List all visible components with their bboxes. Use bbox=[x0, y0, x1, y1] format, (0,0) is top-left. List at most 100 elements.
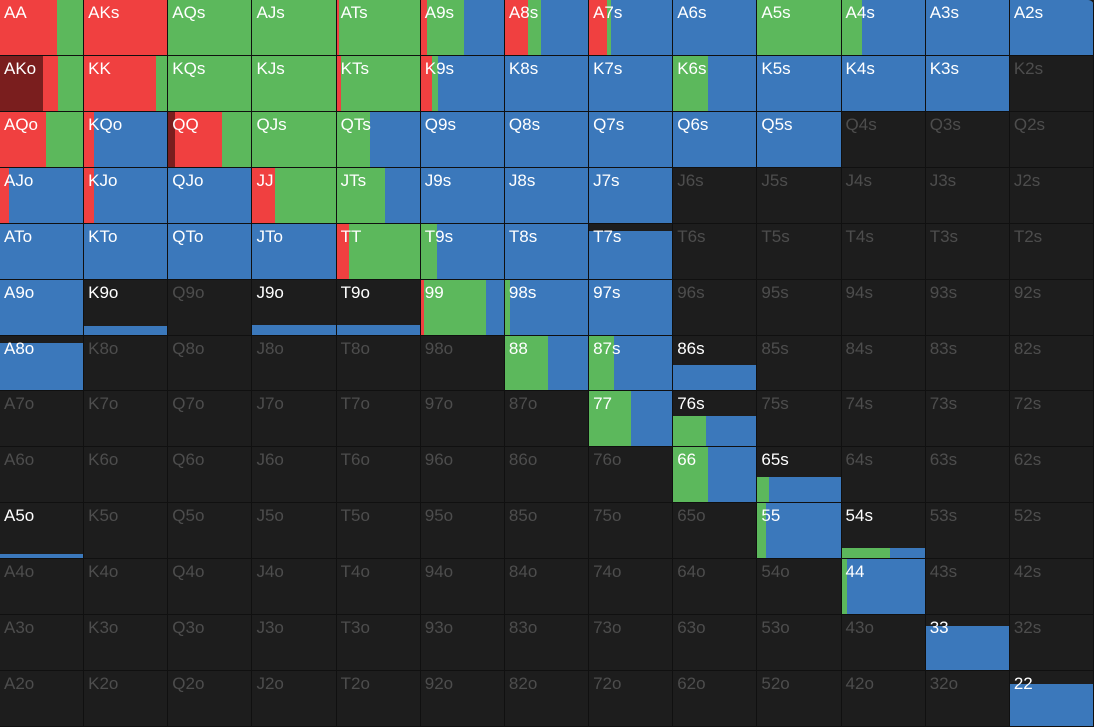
hand-cell-Q7o[interactable]: Q7o bbox=[168, 391, 253, 448]
hand-cell-A6o[interactable]: A6o bbox=[0, 447, 85, 504]
hand-cell-A7o[interactable]: A7o bbox=[0, 391, 85, 448]
hand-cell-Q4o[interactable]: Q4o bbox=[168, 559, 253, 616]
hand-cell-65o[interactable]: 65o bbox=[673, 503, 758, 560]
hand-cell-98o[interactable]: 98o bbox=[420, 335, 505, 392]
hand-cell-63s[interactable]: 63s bbox=[925, 447, 1010, 504]
hand-cell-J3s[interactable]: J3s bbox=[925, 167, 1010, 224]
hand-cell-82s[interactable]: 82s bbox=[1009, 335, 1094, 392]
hand-cell-T7s[interactable]: T7s bbox=[589, 223, 674, 280]
hand-cell-JTs[interactable]: JTs bbox=[336, 167, 421, 224]
hand-cell-A4o[interactable]: A4o bbox=[0, 559, 85, 616]
hand-cell-82o[interactable]: 82o bbox=[504, 671, 590, 727]
hand-cell-AKo[interactable]: AKo bbox=[0, 55, 85, 112]
hand-cell-KJs[interactable]: KJs bbox=[252, 55, 337, 112]
hand-cell-AJs[interactable]: AJs bbox=[252, 0, 337, 56]
hand-cell-A4s[interactable]: A4s bbox=[841, 0, 926, 56]
hand-cell-T3s[interactable]: T3s bbox=[925, 223, 1010, 280]
hand-cell-84s[interactable]: 84s bbox=[841, 335, 926, 392]
hand-cell-KTs[interactable]: KTs bbox=[336, 55, 421, 112]
hand-cell-53s[interactable]: 53s bbox=[925, 503, 1010, 560]
hand-cell-K8s[interactable]: K8s bbox=[504, 55, 590, 112]
hand-cell-42o[interactable]: 42o bbox=[841, 671, 926, 727]
hand-cell-99[interactable]: 99 bbox=[420, 279, 505, 336]
hand-cell-A7s[interactable]: A7s bbox=[589, 0, 674, 56]
hand-cell-J4s[interactable]: J4s bbox=[841, 167, 926, 224]
hand-cell-K6s[interactable]: K6s bbox=[673, 55, 758, 112]
hand-cell-86o[interactable]: 86o bbox=[504, 447, 590, 504]
hand-cell-42s[interactable]: 42s bbox=[1009, 559, 1094, 616]
hand-cell-KQo[interactable]: KQo bbox=[84, 111, 169, 168]
hand-cell-K9o[interactable]: K9o bbox=[84, 279, 169, 336]
hand-cell-93s[interactable]: 93s bbox=[925, 279, 1010, 336]
hand-cell-J3o[interactable]: J3o bbox=[252, 615, 337, 672]
hand-cell-T4s[interactable]: T4s bbox=[841, 223, 926, 280]
hand-cell-Q9o[interactable]: Q9o bbox=[168, 279, 253, 336]
hand-cell-87s[interactable]: 87s bbox=[589, 335, 674, 392]
hand-cell-K5s[interactable]: K5s bbox=[757, 55, 842, 112]
hand-cell-J5o[interactable]: J5o bbox=[252, 503, 337, 560]
hand-cell-J6o[interactable]: J6o bbox=[252, 447, 337, 504]
hand-cell-J7o[interactable]: J7o bbox=[252, 391, 337, 448]
hand-cell-ATo[interactable]: ATo bbox=[0, 223, 85, 280]
hand-cell-95o[interactable]: 95o bbox=[420, 503, 505, 560]
hand-cell-K5o[interactable]: K5o bbox=[84, 503, 169, 560]
hand-cell-QJs[interactable]: QJs bbox=[252, 111, 337, 168]
hand-cell-J7s[interactable]: J7s bbox=[589, 167, 674, 224]
hand-cell-T6s[interactable]: T6s bbox=[673, 223, 758, 280]
hand-cell-K8o[interactable]: K8o bbox=[84, 335, 169, 392]
hand-cell-A3s[interactable]: A3s bbox=[925, 0, 1010, 56]
hand-cell-Q8s[interactable]: Q8s bbox=[504, 111, 590, 168]
hand-cell-Q9s[interactable]: Q9s bbox=[420, 111, 505, 168]
hand-cell-J8o[interactable]: J8o bbox=[252, 335, 337, 392]
hand-cell-J2o[interactable]: J2o bbox=[252, 671, 337, 727]
hand-cell-QQ[interactable]: QQ bbox=[168, 111, 253, 168]
hand-cell-32o[interactable]: 32o bbox=[925, 671, 1010, 727]
hand-cell-96o[interactable]: 96o bbox=[420, 447, 505, 504]
hand-cell-ATs[interactable]: ATs bbox=[336, 0, 421, 56]
hand-cell-Q5o[interactable]: Q5o bbox=[168, 503, 253, 560]
hand-cell-85o[interactable]: 85o bbox=[504, 503, 590, 560]
hand-cell-K7s[interactable]: K7s bbox=[589, 55, 674, 112]
hand-cell-J5s[interactable]: J5s bbox=[757, 167, 842, 224]
hand-cell-K3o[interactable]: K3o bbox=[84, 615, 169, 672]
hand-cell-76o[interactable]: 76o bbox=[589, 447, 674, 504]
hand-cell-J8s[interactable]: J8s bbox=[504, 167, 590, 224]
hand-cell-44[interactable]: 44 bbox=[841, 559, 926, 616]
hand-cell-87o[interactable]: 87o bbox=[504, 391, 590, 448]
hand-cell-A5o[interactable]: A5o bbox=[0, 503, 85, 560]
hand-cell-83o[interactable]: 83o bbox=[504, 615, 590, 672]
hand-cell-75s[interactable]: 75s bbox=[757, 391, 842, 448]
hand-cell-A9o[interactable]: A9o bbox=[0, 279, 85, 336]
hand-cell-66[interactable]: 66 bbox=[673, 447, 758, 504]
hand-cell-Q5s[interactable]: Q5s bbox=[757, 111, 842, 168]
hand-cell-92s[interactable]: 92s bbox=[1009, 279, 1094, 336]
hand-cell-64s[interactable]: 64s bbox=[841, 447, 926, 504]
hand-cell-33[interactable]: 33 bbox=[925, 615, 1010, 672]
hand-cell-Q6o[interactable]: Q6o bbox=[168, 447, 253, 504]
hand-cell-A9s[interactable]: A9s bbox=[420, 0, 505, 56]
hand-cell-Q7s[interactable]: Q7s bbox=[589, 111, 674, 168]
hand-cell-22[interactable]: 22 bbox=[1009, 671, 1094, 727]
hand-cell-T9o[interactable]: T9o bbox=[336, 279, 421, 336]
hand-cell-J2s[interactable]: J2s bbox=[1009, 167, 1094, 224]
hand-cell-54s[interactable]: 54s bbox=[841, 503, 926, 560]
hand-cell-A5s[interactable]: A5s bbox=[757, 0, 842, 56]
hand-cell-97o[interactable]: 97o bbox=[420, 391, 505, 448]
hand-cell-J4o[interactable]: J4o bbox=[252, 559, 337, 616]
hand-cell-92o[interactable]: 92o bbox=[420, 671, 505, 727]
hand-cell-T7o[interactable]: T7o bbox=[336, 391, 421, 448]
hand-cell-K4o[interactable]: K4o bbox=[84, 559, 169, 616]
hand-cell-AJo[interactable]: AJo bbox=[0, 167, 85, 224]
hand-cell-Q4s[interactable]: Q4s bbox=[841, 111, 926, 168]
hand-cell-Q2o[interactable]: Q2o bbox=[168, 671, 253, 727]
hand-cell-77[interactable]: 77 bbox=[589, 391, 674, 448]
hand-cell-93o[interactable]: 93o bbox=[420, 615, 505, 672]
hand-cell-74o[interactable]: 74o bbox=[589, 559, 674, 616]
hand-cell-QTs[interactable]: QTs bbox=[336, 111, 421, 168]
hand-cell-64o[interactable]: 64o bbox=[673, 559, 758, 616]
hand-cell-Q8o[interactable]: Q8o bbox=[168, 335, 253, 392]
hand-cell-T3o[interactable]: T3o bbox=[336, 615, 421, 672]
hand-cell-84o[interactable]: 84o bbox=[504, 559, 590, 616]
hand-cell-KJo[interactable]: KJo bbox=[84, 167, 169, 224]
hand-cell-JTo[interactable]: JTo bbox=[252, 223, 337, 280]
